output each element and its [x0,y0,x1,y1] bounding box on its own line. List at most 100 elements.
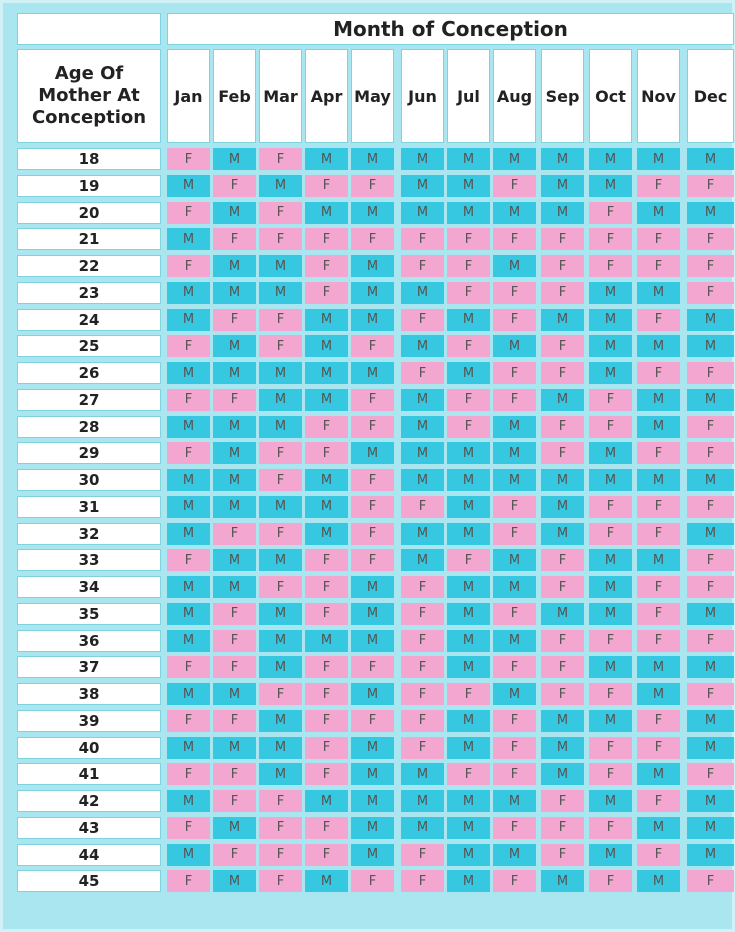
gender-cell: M [447,201,490,224]
gender-cell: M [401,148,444,170]
gender-cell: M [541,148,584,170]
gender-cell: M [259,281,302,304]
gender-cell: F [493,602,536,625]
gender-cell: M [351,763,394,786]
gender-cell: M [213,415,256,438]
gender-cell: M [351,281,394,304]
gender-cell: F [351,174,394,197]
age-cell: 29 [17,442,161,465]
gender-cell: F [167,870,210,893]
gender-cell: M [167,228,210,251]
gender-cell: M [447,308,490,331]
gender-cell: F [259,469,302,491]
gender-cell: M [541,174,584,197]
month-header-aug: Aug [493,49,536,143]
gender-cell: F [447,763,490,786]
gender-cell: F [637,228,680,251]
gender-cell: F [351,415,394,438]
gender-cell: F [305,656,348,679]
gender-cell: F [259,522,302,545]
gender-cell: M [259,709,302,732]
gender-cell: M [589,709,632,732]
gender-cell: M [541,495,584,518]
age-cell: 39 [17,709,161,732]
gender-cell: F [637,522,680,545]
gender-cell: M [493,549,536,572]
month-header-may: May [351,49,394,143]
gender-cell: F [167,442,210,465]
gender-cell: F [541,683,584,705]
gender-cell: F [167,255,210,277]
gender-cell: M [259,388,302,411]
gender-cell: F [305,602,348,625]
gender-cell: F [493,656,536,679]
gender-cell: M [167,602,210,625]
gender-cell: F [259,148,302,170]
age-cell: 23 [17,281,161,304]
age-cell: 24 [17,308,161,331]
gender-cell: M [167,522,210,545]
gender-cell: F [541,549,584,572]
gender-cell: F [493,362,536,384]
gender-cell: M [447,442,490,465]
age-cell: 38 [17,683,161,705]
gender-cell: F [493,816,536,839]
gender-cell: F [493,870,536,893]
corner-header-cell [17,13,161,45]
gender-cell: M [447,816,490,839]
gender-cell: F [541,790,584,812]
gender-cell: F [637,629,680,652]
gender-cell: M [589,843,632,866]
age-of-mother-heading: Age Of Mother At Conception [17,49,161,143]
gender-cell: M [447,174,490,197]
gender-cell: M [213,362,256,384]
gender-cell: M [351,308,394,331]
gender-cell: F [447,388,490,411]
gender-cell: F [259,335,302,358]
gender-cell: F [305,736,348,759]
gender-cell: M [589,549,632,572]
gender-cell: M [167,415,210,438]
gender-cell: F [493,495,536,518]
gender-cell: M [213,549,256,572]
age-cell: 32 [17,522,161,545]
month-header-jun: Jun [401,49,444,143]
gender-cell: M [541,870,584,893]
gender-cell: F [351,388,394,411]
gender-cell: M [305,629,348,652]
gender-cell: F [687,629,734,652]
gender-cell: F [493,388,536,411]
gender-cell: M [541,602,584,625]
gender-cell: M [589,602,632,625]
gender-cell: F [401,656,444,679]
age-cell: 27 [17,388,161,411]
gender-cell: F [401,870,444,893]
gender-cell: M [213,201,256,224]
gender-cell: M [589,308,632,331]
gender-cell: M [637,683,680,705]
gender-cell: F [305,281,348,304]
gender-cell: F [541,576,584,598]
gender-cell: F [541,255,584,277]
gender-cell: M [637,870,680,893]
gender-cell: M [589,362,632,384]
gender-cell: F [637,308,680,331]
gender-cell: M [637,335,680,358]
gender-cell: M [493,629,536,652]
gender-cell: M [447,736,490,759]
gender-cell: F [305,255,348,277]
gender-cell: F [541,629,584,652]
gender-cell: M [637,201,680,224]
gender-cell: F [541,415,584,438]
gender-cell: F [401,736,444,759]
gender-cell: F [213,174,256,197]
gender-cell: F [167,335,210,358]
gender-cell: F [589,415,632,438]
gender-cell: M [637,763,680,786]
gender-cell: M [351,362,394,384]
gender-cell: F [493,228,536,251]
gender-cell: M [589,656,632,679]
gender-cell: M [167,576,210,598]
gender-cell: M [447,656,490,679]
age-cell: 28 [17,415,161,438]
